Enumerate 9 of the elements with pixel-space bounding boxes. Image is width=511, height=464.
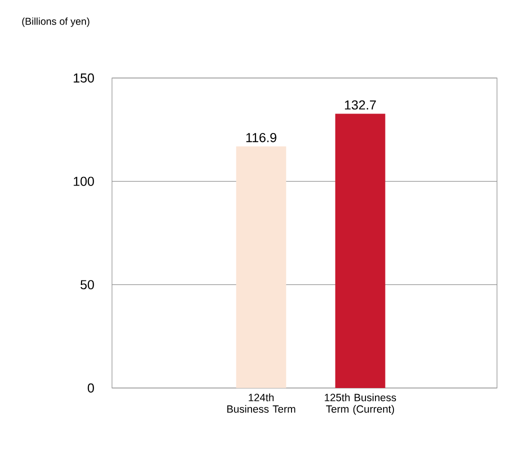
y-tick-label: 150 (74, 73, 94, 83)
y-tick-label: 100 (74, 176, 94, 186)
y-tick-label: 0 (88, 383, 94, 393)
data-label: 116.9 (246, 133, 276, 142)
y-tick-label: 50 (80, 280, 94, 290)
x-tick-label: 125th Business Term (Current) (324, 394, 396, 415)
data-label: 132.7 (344, 100, 376, 110)
x-tick-label: 124th Business Term (227, 394, 296, 413)
y-axis-title: (Billions of yen) (22, 18, 90, 27)
